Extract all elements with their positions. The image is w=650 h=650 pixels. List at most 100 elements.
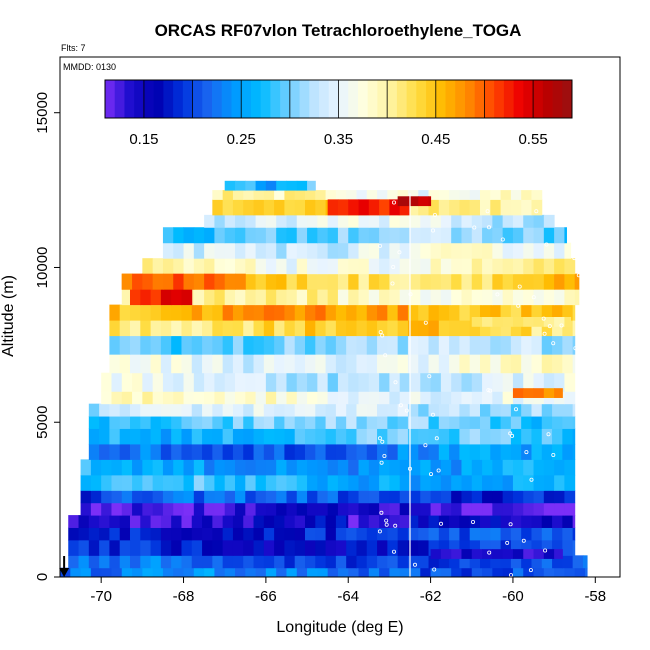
- heatmap-cell: [572, 539, 576, 556]
- heatmap-cell: [222, 443, 234, 460]
- heatmap-cell: [224, 567, 236, 578]
- heatmap-cell: [204, 459, 215, 476]
- heatmap-cell: [482, 372, 493, 392]
- heatmap-cell: [461, 214, 473, 228]
- heatmap-cell: [160, 428, 172, 445]
- heatmap-cell: [162, 227, 174, 244]
- heatmap-cell: [449, 515, 460, 528]
- heatmap-cell: [150, 555, 162, 569]
- heatmap-cell: [317, 474, 329, 491]
- heatmap-cell: [142, 372, 154, 392]
- heatmap-cell: [510, 443, 522, 460]
- heatmap-cell: [482, 258, 493, 275]
- heatmap-cell: [171, 527, 182, 541]
- heatmap-cell: [325, 190, 337, 200]
- heatmap-cell: [572, 443, 576, 460]
- heatmap-cell: [255, 372, 267, 392]
- heatmap-hotspot-cell: [533, 317, 545, 327]
- heatmap-cell: [232, 304, 244, 321]
- heatmap-cell: [348, 502, 360, 516]
- heatmap-cell: [451, 273, 462, 290]
- heatmap-cell: [88, 539, 100, 556]
- heatmap-cell: [389, 289, 401, 306]
- heatmap-hotspot-cell: [132, 273, 143, 290]
- heatmap-cell: [418, 304, 430, 321]
- heatmap-cell: [471, 391, 483, 405]
- heatmap-cell: [521, 403, 532, 417]
- heatmap-cell: [214, 289, 226, 306]
- colorbar-cell: [533, 80, 544, 118]
- heatmap-cell: [235, 289, 246, 306]
- heatmap-cell: [296, 242, 308, 259]
- heatmap-cell: [235, 242, 246, 259]
- heatmap-cell: [307, 490, 318, 504]
- colorbar-cell: [552, 80, 563, 118]
- sample-point: [423, 443, 428, 448]
- heatmap-cell: [307, 567, 318, 578]
- heatmap-hotspot-cell: [214, 273, 226, 290]
- heatmap-cell: [572, 416, 576, 429]
- x-tick-label: -66: [255, 588, 277, 605]
- heatmap-cell: [183, 490, 195, 504]
- heatmap-cell: [317, 567, 329, 578]
- heatmap-cell: [482, 474, 493, 491]
- heatmap-cell: [296, 258, 308, 275]
- heatmap-cell: [245, 289, 257, 306]
- heatmap-cell: [245, 227, 257, 244]
- heatmap-cell: [543, 372, 555, 392]
- heatmap-cell: [428, 335, 440, 355]
- arrow-head: [59, 568, 70, 577]
- heatmap-cell: [160, 304, 172, 321]
- heatmap-cell: [121, 372, 133, 392]
- heatmap-cell: [212, 527, 224, 541]
- heatmap-cell: [78, 555, 90, 569]
- heatmap-cell: [276, 289, 287, 306]
- heatmap-cell: [193, 474, 205, 491]
- heatmap-cell: [212, 335, 224, 355]
- heatmap-cell: [296, 273, 308, 290]
- heatmap-cell: [235, 459, 246, 476]
- sample-point: [516, 303, 521, 308]
- heatmap-cell: [490, 555, 502, 569]
- colorbar-cell: [143, 80, 155, 118]
- heatmap-cell: [171, 428, 182, 445]
- heatmap-cell: [502, 258, 514, 275]
- heatmap-cell: [379, 258, 390, 275]
- heatmap-cell: [255, 258, 267, 275]
- heatmap-cell: [440, 372, 452, 392]
- heatmap-cell: [109, 354, 121, 374]
- heatmap-cell: [119, 428, 131, 445]
- heatmap-cell: [420, 242, 432, 259]
- heatmap-cell: [368, 502, 380, 516]
- heatmap-cell: [317, 258, 329, 275]
- heatmap-cell: [130, 403, 141, 417]
- heatmap-cell: [243, 527, 255, 541]
- heatmap-cell: [521, 527, 532, 541]
- heatmap-cell: [512, 227, 524, 244]
- heatmap-cell: [337, 242, 349, 259]
- heatmap-cell: [554, 273, 565, 290]
- heatmap-cell: [109, 403, 121, 417]
- heatmap-cell: [461, 289, 473, 306]
- heatmap-cell: [263, 555, 275, 569]
- heatmap-cell: [410, 502, 421, 516]
- heatmap-cell: [265, 502, 277, 516]
- sample-point: [495, 292, 500, 297]
- heatmap-cell: [438, 443, 450, 460]
- heatmap-cell: [346, 443, 357, 460]
- heatmap-cell: [533, 474, 545, 491]
- heatmap-cell: [543, 474, 555, 491]
- heatmap-cell: [204, 289, 215, 306]
- heatmap-cell: [130, 335, 141, 355]
- heatmap-cell: [418, 428, 430, 445]
- heatmap-cell: [420, 490, 432, 504]
- heatmap-cell: [80, 567, 92, 578]
- heatmap-cell: [243, 190, 255, 200]
- heatmap-cell: [232, 190, 244, 200]
- heatmap-cell: [243, 199, 255, 216]
- heatmap-cell: [191, 515, 203, 528]
- heatmap-cell: [531, 304, 543, 321]
- heatmap-cell: [202, 527, 213, 541]
- heatmap-cell: [101, 502, 112, 516]
- heatmap-cell: [214, 490, 226, 504]
